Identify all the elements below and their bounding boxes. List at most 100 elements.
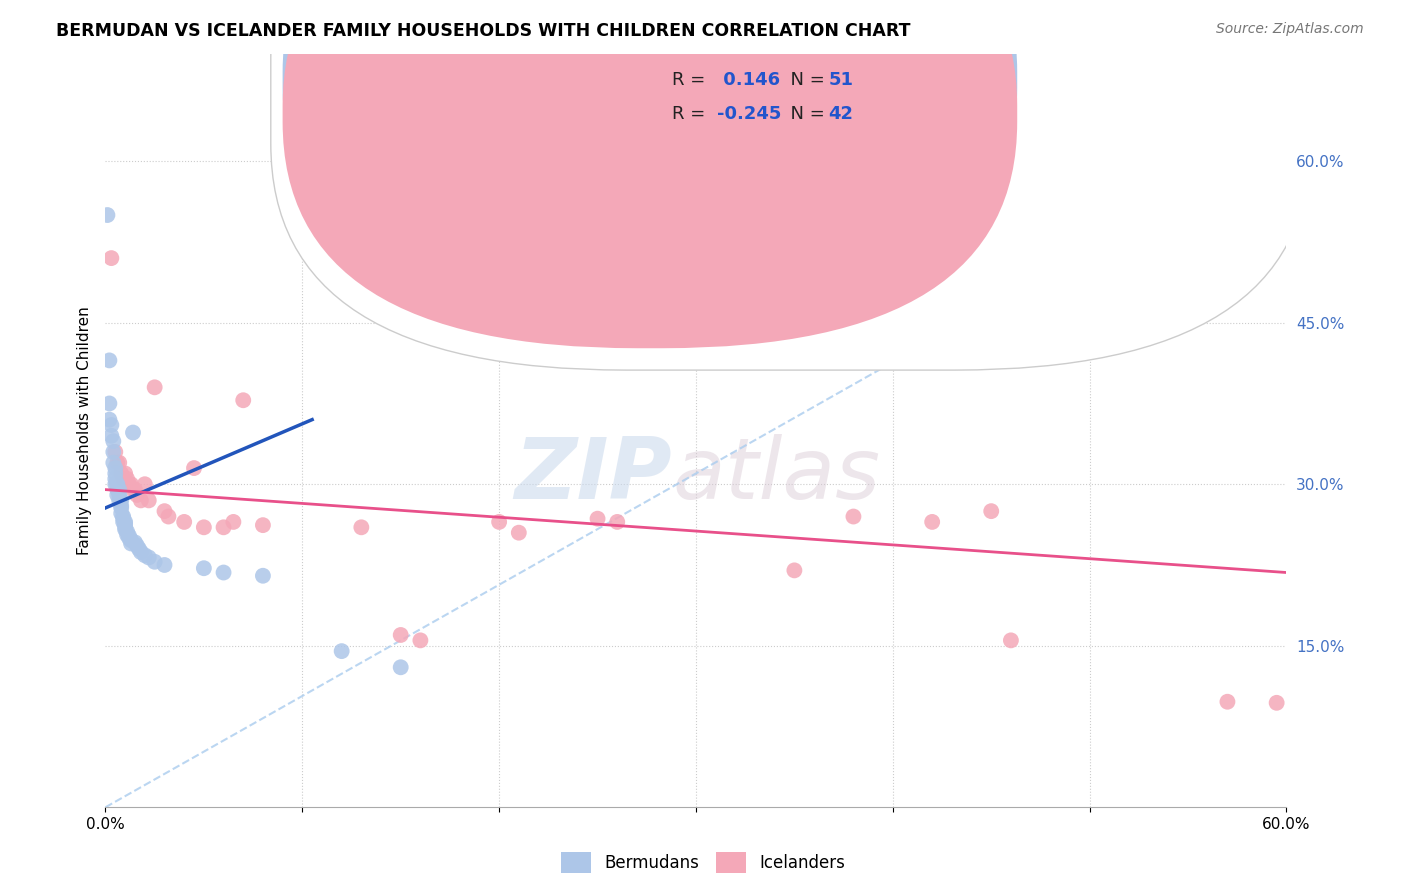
Y-axis label: Family Households with Children: Family Households with Children [76, 306, 91, 555]
Text: R =: R = [672, 105, 711, 123]
Point [100, 429, 122, 443]
Text: N =: N = [779, 70, 830, 89]
Point [124, 483, 146, 497]
Point [921, 515, 943, 529]
Point [212, 566, 235, 580]
Point [112, 509, 135, 524]
Point [110, 493, 132, 508]
Point [98, 412, 121, 426]
Point [103, 434, 125, 449]
Text: 42: 42 [828, 105, 853, 123]
Point [129, 493, 152, 508]
Point [112, 472, 135, 486]
Point [488, 515, 510, 529]
Point [586, 511, 609, 525]
Point [685, 337, 707, 351]
Text: N =: N = [779, 105, 830, 123]
Point [508, 525, 530, 540]
Point [129, 545, 152, 559]
Point [108, 456, 131, 470]
Point [143, 380, 166, 394]
Point [122, 425, 145, 440]
Point [112, 515, 135, 529]
Point [389, 628, 412, 642]
Point [115, 472, 138, 486]
Point [193, 561, 215, 575]
Point [104, 445, 127, 459]
Point [252, 568, 274, 582]
Point [409, 633, 432, 648]
Point [105, 483, 128, 497]
Point [118, 529, 141, 543]
Point [105, 488, 128, 502]
Point [222, 515, 245, 529]
Point [606, 515, 628, 529]
Text: 51: 51 [828, 70, 853, 89]
Point [110, 499, 132, 513]
Point [114, 520, 136, 534]
Point [100, 417, 122, 432]
Point [183, 461, 205, 475]
FancyBboxPatch shape [271, 0, 1310, 370]
FancyBboxPatch shape [283, 0, 1017, 314]
Point [138, 550, 160, 565]
Point [193, 520, 215, 534]
Point [783, 563, 806, 577]
Point [252, 518, 274, 533]
Point [842, 509, 865, 524]
Point [1265, 696, 1288, 710]
Point [118, 477, 141, 491]
Point [103, 456, 125, 470]
Point [173, 515, 195, 529]
Point [105, 477, 128, 491]
Text: atlas: atlas [672, 434, 880, 517]
Point [212, 520, 235, 534]
Point [96, 208, 118, 222]
Point [980, 504, 1002, 518]
Point [1000, 633, 1022, 648]
Point [1216, 695, 1239, 709]
Point [125, 488, 148, 502]
Point [98, 353, 121, 368]
Point [120, 536, 142, 550]
Point [120, 477, 142, 491]
Text: Source: ZipAtlas.com: Source: ZipAtlas.com [1216, 22, 1364, 37]
Point [134, 549, 156, 563]
Point [108, 488, 131, 502]
FancyBboxPatch shape [283, 0, 1017, 348]
Point [104, 472, 127, 486]
Text: -0.245: -0.245 [717, 105, 782, 123]
Point [157, 509, 180, 524]
Point [104, 477, 127, 491]
Point [330, 644, 353, 658]
Point [125, 539, 148, 553]
Point [104, 467, 127, 481]
Point [103, 445, 125, 459]
Point [138, 493, 160, 508]
Point [350, 520, 373, 534]
Point [110, 500, 132, 515]
Point [114, 523, 136, 537]
Point [114, 517, 136, 532]
Point [105, 477, 128, 491]
Point [98, 396, 121, 410]
Point [105, 456, 128, 470]
Point [118, 531, 141, 545]
Text: BERMUDAN VS ICELANDER FAMILY HOUSEHOLDS WITH CHILDREN CORRELATION CHART: BERMUDAN VS ICELANDER FAMILY HOUSEHOLDS … [56, 22, 911, 40]
Point [232, 393, 254, 408]
Point [134, 477, 156, 491]
Point [128, 541, 150, 556]
Point [153, 504, 176, 518]
Point [114, 467, 136, 481]
Point [143, 555, 166, 569]
Point [120, 533, 142, 548]
Legend: Bermudans, Icelanders: Bermudans, Icelanders [554, 846, 852, 880]
Point [124, 535, 146, 549]
Point [100, 251, 122, 265]
Point [330, 116, 353, 130]
Text: R =: R = [672, 70, 711, 89]
Point [115, 528, 138, 542]
Text: ZIP: ZIP [515, 434, 672, 517]
Point [112, 511, 135, 525]
Point [110, 467, 132, 481]
